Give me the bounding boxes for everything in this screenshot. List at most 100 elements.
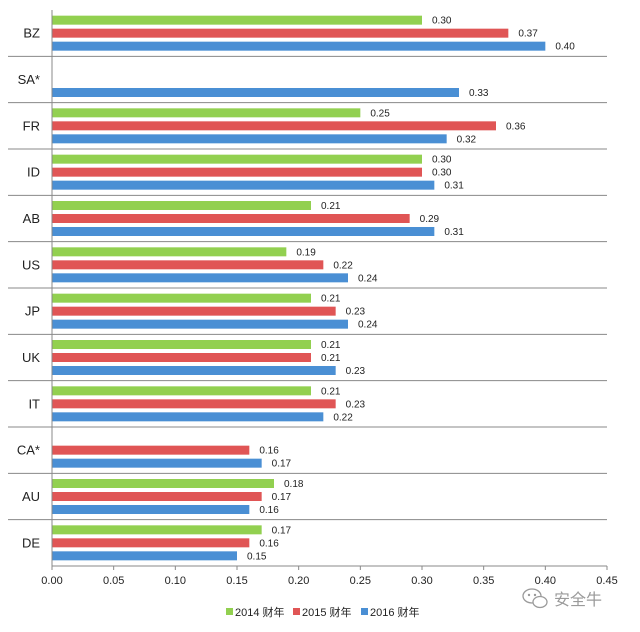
bar bbox=[52, 180, 435, 190]
data-label: 0.17 bbox=[272, 459, 292, 470]
category-label: AB bbox=[23, 211, 40, 226]
bar bbox=[52, 88, 459, 97]
bar bbox=[52, 458, 262, 468]
data-label: 0.18 bbox=[284, 479, 304, 490]
data-label: 0.31 bbox=[444, 227, 464, 238]
bar bbox=[52, 260, 324, 270]
category-label: SA* bbox=[18, 72, 40, 87]
bar bbox=[52, 412, 324, 422]
bar bbox=[52, 273, 348, 283]
watermark-text: 安全牛 bbox=[554, 591, 602, 609]
x-tick-label: 0.40 bbox=[535, 575, 556, 587]
data-label: 0.32 bbox=[457, 134, 477, 145]
watermark: 安全牛 bbox=[522, 588, 602, 609]
data-label: 0.21 bbox=[321, 201, 341, 212]
data-label: 0.29 bbox=[420, 214, 440, 225]
data-label: 0.40 bbox=[555, 42, 575, 53]
bar bbox=[52, 353, 311, 362]
bar bbox=[52, 154, 422, 164]
category-label: CA* bbox=[17, 443, 40, 458]
data-label: 0.17 bbox=[272, 492, 292, 503]
x-axis-ticks: 0.00 0.05 0.10 0.15 0.20 0.25 0.30 0.35 0.40 0.45 bbox=[41, 566, 618, 587]
data-label: 0.15 bbox=[247, 551, 267, 562]
legend-swatch bbox=[293, 608, 300, 615]
data-label: 0.16 bbox=[259, 446, 279, 457]
legend-label: 2014 财年 bbox=[235, 605, 285, 619]
bar bbox=[52, 15, 422, 25]
data-label: 0.23 bbox=[346, 366, 366, 377]
category-label: US bbox=[22, 257, 40, 272]
bar bbox=[52, 319, 348, 329]
bar bbox=[52, 134, 447, 144]
data-label: 0.16 bbox=[259, 505, 279, 516]
data-label: 0.16 bbox=[259, 538, 279, 549]
x-tick-label: 0.25 bbox=[350, 575, 371, 587]
bar bbox=[52, 386, 311, 396]
legend-label: 2015 财年 bbox=[302, 605, 352, 619]
category-label: BZ bbox=[23, 26, 40, 41]
data-label: 0.21 bbox=[321, 340, 341, 351]
data-label: 0.22 bbox=[333, 412, 353, 423]
category-label: DE bbox=[22, 535, 40, 550]
legend-swatch bbox=[226, 608, 233, 615]
bar bbox=[52, 28, 509, 38]
bar bbox=[52, 121, 496, 131]
data-label: 0.31 bbox=[444, 181, 464, 192]
bar bbox=[52, 108, 361, 118]
data-label: 0.21 bbox=[321, 294, 341, 305]
bar bbox=[52, 306, 336, 316]
data-label: 0.37 bbox=[518, 29, 538, 40]
x-tick-label: 0.10 bbox=[165, 575, 186, 587]
category-separators bbox=[8, 55, 607, 521]
data-label: 0.19 bbox=[296, 247, 316, 258]
data-label: 0.17 bbox=[272, 525, 292, 536]
data-label: 0.24 bbox=[358, 320, 378, 331]
bar bbox=[52, 538, 250, 548]
data-label: 0.21 bbox=[321, 386, 341, 397]
category-labels: BZ SA* FR ID AB US JP UK IT CA* AU DE bbox=[17, 26, 40, 551]
legend-label: 2016 财年 bbox=[370, 605, 420, 619]
category-label: IT bbox=[28, 396, 40, 411]
data-label: 0.21 bbox=[321, 353, 341, 364]
bar bbox=[52, 201, 311, 210]
bar bbox=[52, 167, 422, 177]
bar bbox=[52, 214, 410, 223]
bar bbox=[52, 445, 250, 455]
data-label: 0.23 bbox=[346, 399, 366, 410]
x-tick-label: 0.05 bbox=[103, 575, 124, 587]
bar bbox=[52, 399, 336, 409]
bar bbox=[52, 340, 311, 349]
legend-swatch bbox=[361, 608, 368, 615]
bar bbox=[52, 492, 262, 501]
data-label: 0.36 bbox=[506, 121, 526, 132]
x-tick-label: 0.30 bbox=[411, 575, 432, 587]
bar bbox=[52, 479, 274, 488]
x-tick-label: 0.45 bbox=[596, 575, 617, 587]
bar bbox=[52, 293, 311, 303]
legend: 2014 财年 2015 财年 2016 财年 bbox=[226, 605, 420, 619]
category-label: JP bbox=[25, 304, 40, 319]
bar bbox=[52, 505, 250, 514]
data-label: 0.30 bbox=[432, 16, 452, 27]
bar bbox=[52, 525, 262, 535]
data-label: 0.24 bbox=[358, 273, 378, 284]
data-label: 0.22 bbox=[333, 260, 353, 271]
data-label: 0.33 bbox=[469, 88, 489, 99]
bar bbox=[52, 551, 237, 561]
data-label: 0.30 bbox=[432, 168, 452, 179]
bar bbox=[52, 366, 336, 375]
x-tick-label: 0.35 bbox=[473, 575, 494, 587]
bars-group: 0.30 0.37 0.40 0.33 0.25 0.36 0.32 0.30 0.30 0.31… bbox=[52, 15, 575, 562]
category-label: ID bbox=[27, 165, 40, 180]
wechat-icon bbox=[522, 588, 548, 609]
bar bbox=[52, 247, 287, 257]
bar bbox=[52, 227, 435, 236]
category-label: AU bbox=[22, 489, 40, 504]
category-label: UK bbox=[22, 350, 40, 365]
data-label: 0.23 bbox=[346, 307, 366, 318]
category-label: FR bbox=[23, 118, 40, 133]
data-label: 0.30 bbox=[432, 155, 452, 166]
data-label: 0.25 bbox=[370, 108, 390, 119]
bar bbox=[52, 41, 546, 51]
